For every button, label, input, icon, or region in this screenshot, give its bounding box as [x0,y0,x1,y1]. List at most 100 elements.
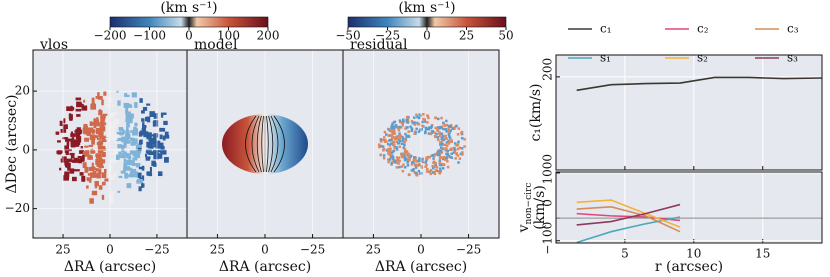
velocity-pixel [96,172,101,179]
velocity-pixel [113,123,117,129]
velocity-pixel [59,167,62,171]
residual-pixel [439,143,442,146]
velocity-pixel [76,127,81,130]
residual-pixel [413,121,416,124]
velocity-pixel [114,151,119,155]
residual-pixel [377,143,381,146]
velocity-pixel [105,142,109,148]
residual-pixel [432,157,435,160]
residual-pixel [438,172,441,175]
velocity-pixel [138,186,142,192]
velocity-pixel [117,144,122,149]
residual-pixel [406,118,410,122]
velocity-pixel [100,116,105,122]
x-tick-label: 10 [686,247,701,261]
residual-pixel [434,161,437,165]
contour [270,115,279,173]
velocity-pixel [106,131,111,135]
velocity-pixel [123,143,127,148]
velocity-pixel [150,144,154,149]
velocity-pixel [100,145,106,151]
contour [261,115,264,173]
velocity-pixel [94,183,98,189]
velocity-pixel [124,166,131,171]
contour [256,115,262,173]
velocity-pixel [113,153,116,158]
velocity-pixel [75,142,80,147]
velocity-pixel [96,117,99,120]
velocity-pixel [143,131,149,138]
residual-pixel [433,172,437,176]
velocity-pixel [73,169,80,172]
velocity-pixel [101,194,105,200]
residual-pixel [415,127,418,131]
velocity-pixel [146,135,152,140]
residual-pixel [411,121,415,125]
residual-pixel [455,143,458,147]
velocity-pixel [64,172,68,176]
residual-pixel [447,130,451,133]
residual-pixel [433,131,436,134]
residual-pixel [398,159,401,163]
residual-pixel [436,153,440,156]
velocity-pixel [106,103,110,108]
residual-pixel [401,135,404,139]
velocity-pixel [112,158,118,163]
legend-label: s₃ [787,51,798,65]
velocity-pixel [99,149,104,154]
velocity-pixel [76,137,81,143]
velocity-pixel [112,104,116,108]
residual-pixel [417,122,421,126]
residual-pixel [420,166,423,169]
velocity-pixel [66,138,73,142]
residual-pixel [403,154,406,158]
velocity-pixel [110,127,113,131]
velocity-pixel [101,139,107,143]
residual-pixel [460,136,464,140]
velocity-pixel [72,159,78,163]
residual-pixel [409,155,413,158]
x-tick-label: 5 [621,247,629,261]
residual-pixel [414,171,418,175]
residual-pixel [417,130,421,133]
series-group [556,199,822,243]
residual-pixel [390,124,394,128]
velocity-pixel [126,117,133,124]
residual-pixel [400,121,404,125]
velocity-pixel [139,175,145,181]
velocity-pixel [95,127,100,133]
velocity-pixel [126,127,129,131]
velocity-pixel [123,158,127,165]
residual-pixel [450,139,453,142]
velocity-pixel [112,134,118,140]
residual-pixel [395,125,399,129]
residual-pixel [390,134,394,137]
series-group [576,76,823,92]
residual-pixel [438,126,442,130]
residual-pixel [425,128,428,131]
velocity-pixel [120,170,126,174]
residual-pixel [439,126,443,129]
velocity-pixel [98,140,102,144]
residual-pixel [438,163,442,167]
residual-pixel [453,146,456,150]
residual-pixel [445,158,448,161]
x-axis-label: ΔRA (arcsec) [64,259,156,275]
residual-pixel [421,157,425,161]
velocity-pixel [145,157,151,161]
residual-pixel [423,131,427,135]
residual-pixel [433,165,436,168]
residual-pixel [398,145,402,148]
velocity-pixel [114,171,117,177]
residual-pixel [438,132,441,135]
velocity-pixel [81,105,88,111]
colorbar-tick-label: 100 [217,29,240,43]
residual-pixel [427,127,430,131]
residual-pixel [392,127,396,130]
plot-background [556,55,822,170]
residual-pixel [448,136,452,140]
velocity-pixel [96,163,99,168]
residual-pixel [432,161,435,164]
residual-pixel [403,140,406,144]
residual-pixel [456,147,460,151]
